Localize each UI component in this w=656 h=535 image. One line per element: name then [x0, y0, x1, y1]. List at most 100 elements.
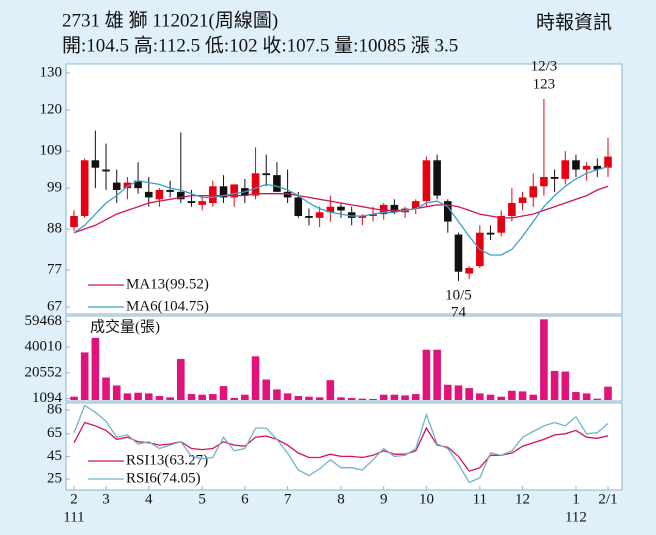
y-tick-label: 45 [47, 448, 62, 464]
volume-bar [433, 349, 441, 400]
volume-bar [251, 356, 260, 400]
x-tick-label: 4 [145, 491, 153, 507]
rsi-panel [65, 402, 623, 491]
volume-bar [112, 385, 121, 400]
volume-bar [166, 397, 174, 400]
x-sublabel: 111 [63, 509, 84, 525]
volume-bar [572, 392, 580, 400]
volume-bar [411, 394, 420, 400]
y-tick-label: 88 [47, 220, 62, 236]
price-panel [65, 63, 623, 315]
volume-bar [294, 396, 303, 400]
x-tick-label: 6 [241, 491, 249, 507]
candle-body [411, 201, 420, 209]
legend-label: MA6(104.75) [126, 298, 209, 314]
volume-bar [476, 393, 484, 400]
x-tick-label: 3 [102, 491, 110, 507]
candle-body [144, 191, 153, 198]
candle-body [305, 216, 313, 218]
candle-body [529, 186, 538, 198]
indicator-line [73, 404, 609, 484]
annotation-label: 10/5 [445, 287, 472, 303]
volume-bar [444, 384, 452, 400]
candle-body [582, 165, 591, 170]
volume-bar [401, 395, 409, 400]
candle-body [337, 206, 345, 211]
x-tick-label: 7 [284, 491, 292, 507]
annotation-value: 123 [533, 76, 556, 92]
candle-body [422, 160, 431, 202]
legend-label: RSI13(63.27) [126, 452, 208, 468]
volume-bar [283, 393, 292, 400]
candle-body [379, 204, 388, 215]
volume-bar [241, 394, 249, 400]
volume-bar [262, 379, 271, 400]
volume-bar [70, 396, 78, 400]
volume-bar [315, 397, 324, 400]
volume-bar [454, 385, 463, 400]
candle-body [390, 204, 399, 213]
candle-body [572, 160, 580, 170]
volume-bar [486, 394, 495, 400]
indicator-line [73, 421, 609, 472]
legend-label: MA13(99.52) [126, 276, 209, 292]
candle-body [219, 186, 228, 198]
indicator-line [73, 166, 609, 256]
candle-body [91, 160, 100, 168]
candle-body [604, 156, 612, 168]
y-tick-label: 86 [47, 401, 63, 417]
legend-label: RSI6(74.05) [126, 470, 201, 486]
volume-bar [326, 380, 335, 400]
indicator-line [73, 185, 609, 234]
x-tick-label: 11 [473, 491, 487, 507]
y-tick-label: 20552 [25, 364, 63, 380]
volume-bar [144, 393, 153, 400]
volume-bar [80, 352, 89, 400]
candle-body [540, 177, 548, 187]
candle-body [123, 182, 132, 189]
annotation-value: 74 [451, 304, 467, 320]
annotation-label: 12/3 [531, 58, 558, 74]
x-tick-label: 2 [70, 491, 78, 507]
candle-body [433, 160, 441, 196]
source: 時報資訊 [536, 11, 612, 33]
y-tick-label: 59468 [25, 313, 63, 329]
y-tick-label: 40010 [25, 339, 63, 355]
candle-body [294, 197, 303, 216]
chart-title: 2731 雄 獅 112021(周線圖) [62, 9, 278, 31]
y-tick-label: 1094 [32, 390, 63, 406]
candle-body [283, 191, 292, 198]
candle-body [155, 190, 164, 200]
candle-body [262, 173, 271, 176]
candle-body [70, 216, 78, 228]
volume-bar [369, 398, 377, 400]
y-tick-label: 77 [47, 261, 63, 277]
candle-body [444, 201, 452, 222]
x-sublabel: 112 [565, 509, 587, 525]
y-tick-label: 65 [47, 425, 62, 441]
x-tick-label: 12 [515, 491, 530, 507]
candle-body [315, 212, 324, 218]
volume-bar [187, 394, 196, 400]
volume-bar [219, 386, 228, 400]
volume-bar [379, 394, 388, 400]
volume-bar [102, 377, 110, 400]
volume-bar [550, 370, 559, 400]
candle-body [112, 182, 121, 190]
candle-body [209, 186, 217, 203]
volume-bar [540, 319, 548, 400]
volume-bar [123, 393, 132, 400]
volume-bar [198, 394, 206, 400]
x-tick-label: 9 [380, 491, 388, 507]
volume-bar [390, 394, 399, 400]
volume-bar [582, 393, 591, 400]
volume-bar [358, 398, 367, 400]
candle-body [273, 175, 281, 192]
volume-bar [337, 397, 345, 400]
candle-body [187, 201, 196, 203]
volume-bar [518, 391, 527, 400]
candle-body [198, 201, 206, 205]
volume-bar [134, 392, 142, 400]
candle-body [561, 160, 570, 179]
x-tick-label: 5 [198, 491, 206, 507]
